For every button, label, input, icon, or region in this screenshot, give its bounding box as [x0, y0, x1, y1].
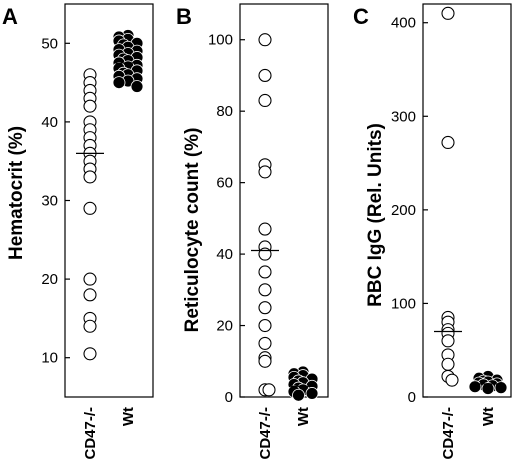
panel-a: A Hematocrit (%) 10 20 30 40 50 CD47-/- Wt: [2, 3, 154, 460]
y-tick-label-c: 400: [391, 15, 416, 32]
data-point-c: [441, 357, 455, 371]
y-tick-label-b: 80: [216, 103, 233, 120]
panel-letter-a: A: [2, 4, 18, 29]
y-axis-label-b: Reticulocyte count (%): [182, 128, 203, 333]
panel-c: C RBC IgG (Rel. Units) 0 100 200 300 400 CD4…: [353, 3, 512, 460]
data-point-b: [258, 93, 272, 108]
data-point-a: [130, 80, 144, 93]
category-label-a: Wt: [120, 407, 137, 426]
data-point-a: [112, 76, 126, 89]
data-point-b: [262, 383, 276, 397]
data-point-a: [83, 288, 97, 302]
data-point-a: [83, 170, 97, 184]
data-point-c: [494, 381, 508, 395]
data-point-c: [441, 6, 455, 20]
x-axis-a: CD47-/- Wt: [82, 407, 137, 460]
y-tick-label-a: 30: [41, 193, 58, 210]
x-axis-b: CD47-/- Wt: [257, 407, 312, 460]
y-axis-label-c: RBC IgG (Rel. Units): [365, 123, 386, 307]
data-points-b: [251, 33, 319, 402]
y-tick-label-c: 300: [391, 108, 416, 125]
panel-letter-c: C: [353, 4, 369, 29]
category-label-c: CD47-/-: [440, 407, 457, 460]
data-points-c: [434, 6, 508, 395]
data-point-c: [445, 373, 459, 387]
data-point-a: [83, 201, 97, 215]
y-axis-b: 0 20 40 60 80 100: [208, 32, 245, 406]
data-point-b: [258, 165, 272, 179]
y-tick-label-b: 20: [216, 318, 233, 335]
data-point-c: [468, 380, 482, 394]
data-point-b: [292, 388, 305, 402]
y-tick-label-a: 10: [41, 350, 58, 367]
x-axis-c: CD47-/- Wt: [440, 407, 497, 460]
y-tick-label-a: 50: [41, 35, 58, 52]
y-tick-label-a: 20: [41, 271, 58, 288]
data-point-c: [441, 334, 455, 348]
y-tick-label-c: 100: [391, 295, 416, 312]
data-point-c: [441, 135, 455, 150]
y-tick-label-c: 200: [391, 202, 416, 219]
category-label-b: CD47-/-: [257, 407, 274, 460]
y-axis-a: 10 20 30 40 50: [41, 35, 70, 367]
data-point-b: [258, 336, 272, 350]
category-label-c: Wt: [480, 407, 497, 426]
y-axis-label-a: Hematocrit (%): [6, 126, 27, 260]
plot-frame-c: [422, 3, 512, 398]
data-point-c: [481, 382, 495, 395]
data-point-b: [305, 387, 319, 400]
data-point-a: [83, 272, 97, 286]
y-tick-label-b: 40: [216, 246, 233, 263]
data-points-a: [76, 29, 144, 361]
y-tick-label-c: 0: [408, 389, 416, 406]
y-tick-label-b: 60: [216, 175, 233, 192]
category-label-b: Wt: [295, 407, 312, 426]
y-tick-label-b: 0: [225, 389, 233, 406]
data-point-b: [258, 318, 272, 333]
plot-frame-b: [239, 3, 329, 398]
data-point-b: [258, 301, 272, 315]
data-point-a: [83, 347, 97, 361]
panel-b: B Reticulocyte count (%) 0 20 40 60 80 100 CD…: [176, 3, 329, 460]
data-point-a: [83, 319, 97, 333]
y-tick-label-a: 40: [41, 114, 58, 131]
y-tick-label-b: 100: [208, 32, 233, 49]
panel-letter-b: B: [176, 4, 192, 29]
y-axis-c: 0 100 200 300 400: [391, 15, 428, 406]
data-point-b: [258, 68, 272, 83]
data-point-b: [258, 247, 272, 261]
data-point-b: [258, 283, 272, 297]
data-point-b: [258, 33, 272, 47]
category-label-a: CD47-/-: [82, 407, 99, 460]
data-point-b: [258, 354, 272, 368]
data-point-a: [83, 99, 97, 113]
data-point-b: [258, 222, 272, 236]
data-point-b: [258, 265, 272, 279]
